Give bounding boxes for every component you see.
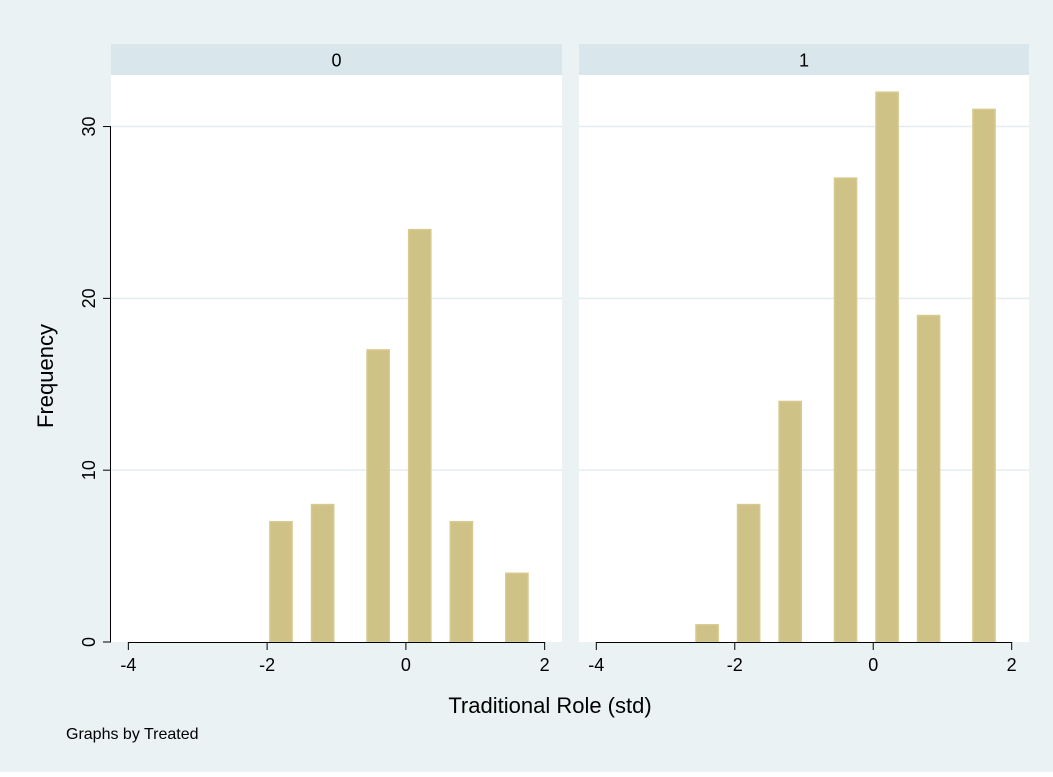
histogram-bar — [449, 520, 474, 643]
x-tick-label: -4 — [588, 655, 604, 675]
histogram-bar — [778, 400, 802, 643]
x-tick-label: -2 — [727, 655, 743, 675]
histogram-bar — [695, 624, 719, 643]
x-tick-label: 0 — [868, 655, 878, 675]
histogram-bar — [736, 503, 761, 643]
histogram-bar — [972, 108, 996, 643]
histogram-bar — [310, 503, 335, 643]
histogram-bar — [407, 228, 432, 643]
panel-title: 0 — [331, 51, 341, 71]
x-tick-label: -4 — [120, 655, 136, 675]
histogram-bar — [833, 177, 858, 643]
y-axis-title: Frequency — [33, 324, 58, 428]
x-tick-label: 0 — [401, 655, 411, 675]
plot-area — [579, 75, 1029, 642]
y-tick-label: 30 — [79, 117, 99, 137]
y-tick-label: 20 — [79, 288, 99, 308]
panel-header — [579, 44, 1029, 75]
histogram-bar — [366, 349, 390, 643]
x-tick-label: -2 — [259, 655, 275, 675]
graphs-note: Graphs by Treated — [66, 726, 199, 743]
x-axis-title: Traditional Role (std) — [448, 693, 651, 718]
y-tick-label: 0 — [79, 637, 99, 647]
histogram-bar — [269, 520, 293, 643]
plot-area — [111, 75, 562, 642]
panel-1: 1 -4 -2 0 2 — [579, 44, 1029, 675]
panel-title: 1 — [799, 51, 809, 71]
y-tick-label: 10 — [79, 460, 99, 480]
histogram-bar — [505, 572, 529, 643]
x-tick-label: 2 — [1007, 655, 1017, 675]
histogram-bar — [875, 91, 899, 643]
histogram-bar — [916, 314, 941, 643]
panel-header — [111, 44, 562, 75]
x-tick-label: 2 — [540, 655, 550, 675]
